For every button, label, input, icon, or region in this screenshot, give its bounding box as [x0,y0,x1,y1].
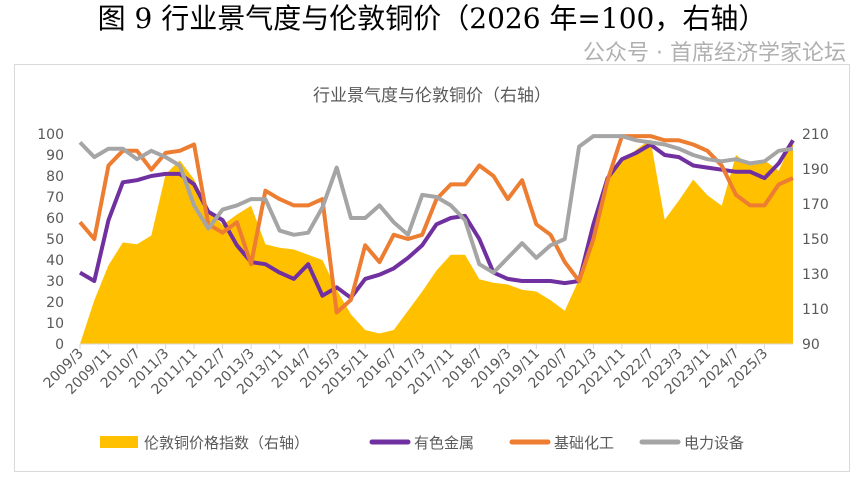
y-left-tick: 50 [46,232,64,248]
y-left-tick: 40 [46,253,64,269]
y-right-tick: 90 [802,337,820,353]
y-left-tick: 60 [46,211,64,227]
y-left-tick: 100 [37,127,64,143]
legend-swatch [100,436,138,448]
legend-label: 电力设备 [684,434,744,452]
y-right-tick: 210 [802,127,829,143]
chart-frame [14,64,850,472]
y-right-tick: 130 [802,267,829,283]
y-left-tick: 20 [46,295,64,311]
y-right-tick: 170 [802,197,829,213]
series-line-3 [78,134,794,275]
legend-label: 伦敦铜价格指数（右轴） [144,434,309,452]
y-right-tick: 150 [802,232,829,248]
y-left-tick: 80 [46,169,64,185]
series-line-1 [78,139,795,300]
figure-title: 图 9 行业景气度与伦敦铜价（2026 年=100，右轴） [97,2,767,35]
legend-label: 基础化工 [554,434,614,452]
y-left-tick: 90 [46,148,64,164]
legend-label: 有色金属 [414,434,474,452]
series-area-copper [80,139,793,344]
y-left-tick: 0 [55,337,64,353]
watermark: 公众号 · 首席经济学家论坛 [583,41,846,66]
chart-title: 行业景气度与伦敦铜价（右轴） [313,86,551,106]
y-left-tick: 70 [46,190,64,206]
y-right-tick: 190 [802,162,829,178]
y-left-tick: 30 [46,274,64,290]
y-left-tick: 10 [46,316,64,332]
y-right-tick: 110 [802,302,829,318]
